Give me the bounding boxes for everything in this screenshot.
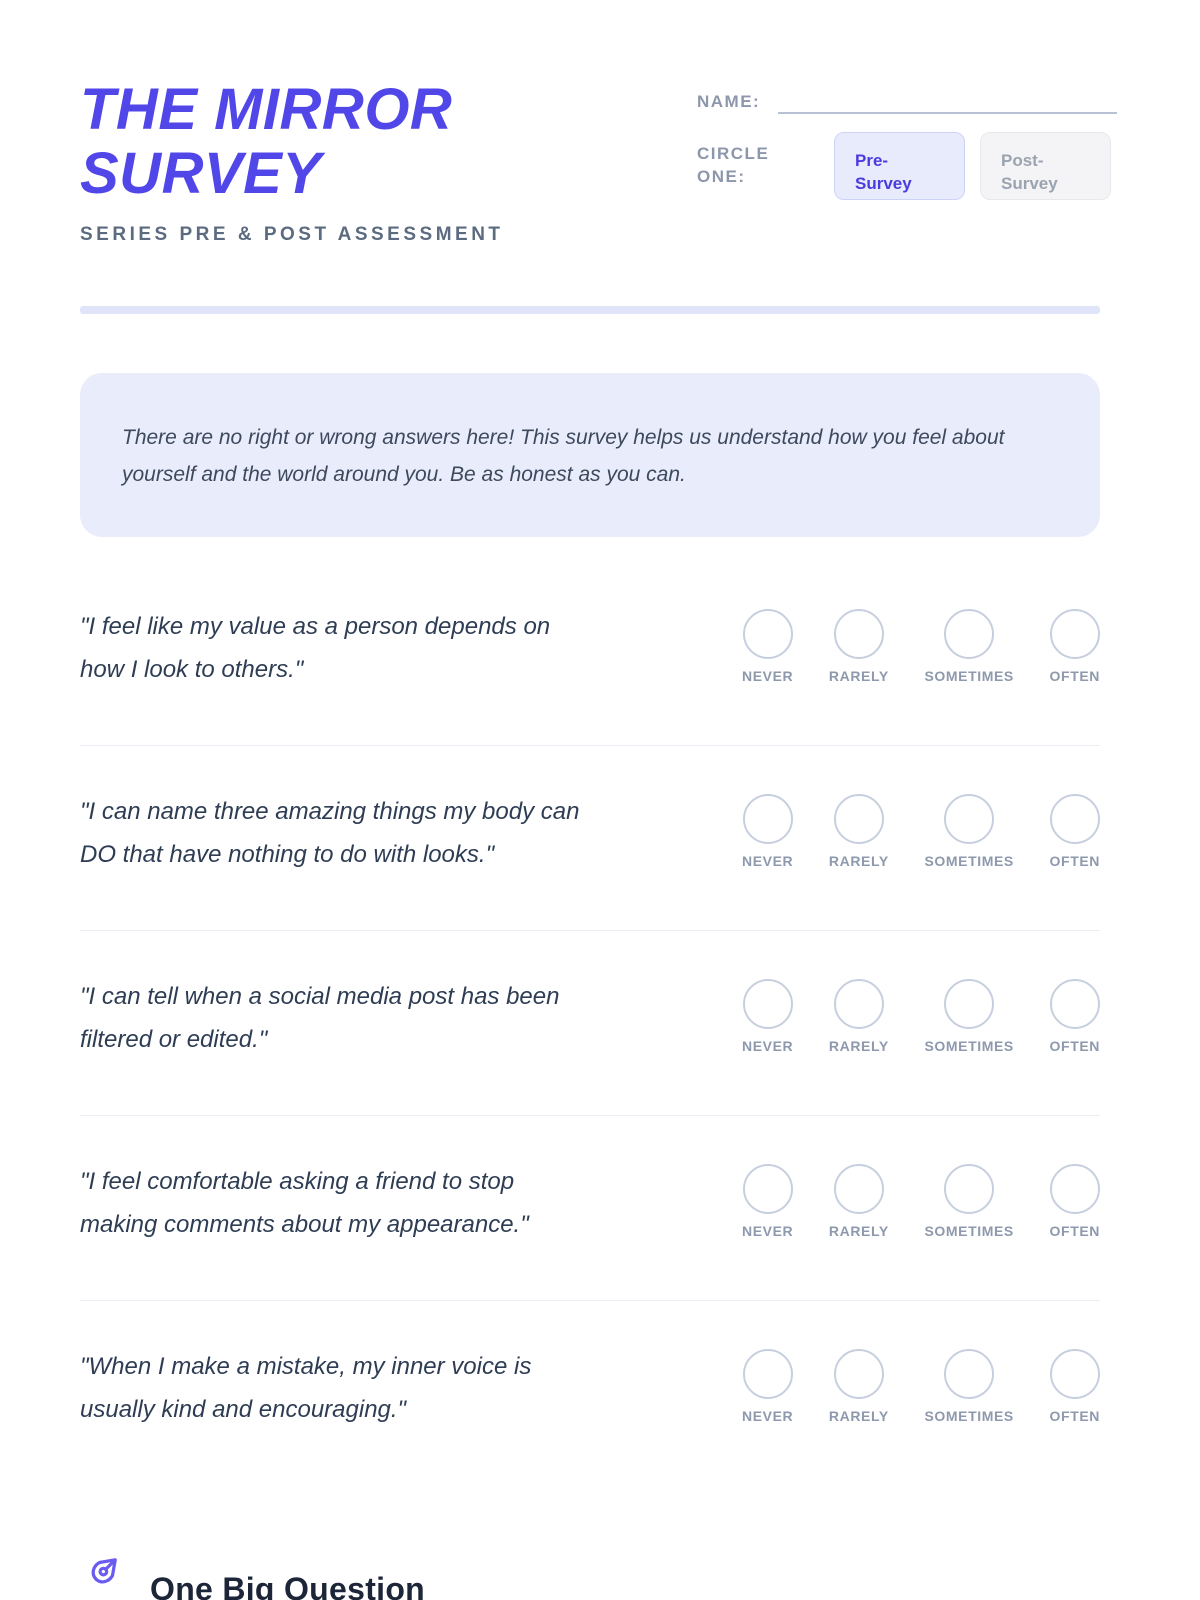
answer-label: NEVER (742, 667, 794, 684)
circle-one-label: CIRCLE ONE: (697, 144, 770, 186)
radio-circle-icon[interactable] (1049, 793, 1100, 844)
header-form-block: NAME: CIRCLE ONE: Pre- Survey Post- Surv… (697, 78, 1117, 246)
radio-circle-icon[interactable] (742, 978, 793, 1029)
answer-label: SOMETIMES (924, 1037, 1014, 1054)
question-row: "I can tell when a social media post has… (80, 931, 1100, 1116)
questions-list: "I feel like my value as a person depend… (80, 561, 1100, 1485)
name-field-row: NAME: (697, 88, 1117, 114)
answer-label: RARELY (828, 1037, 889, 1054)
answer-option[interactable]: SOMETIMES (924, 1163, 1014, 1239)
answer-label: OFTEN (1049, 1037, 1100, 1054)
accent-divider (80, 305, 1100, 314)
answer-option[interactable]: OFTEN (1049, 978, 1100, 1054)
answer-option[interactable]: NEVER (742, 1348, 794, 1424)
question-text: "I feel like my value as a person depend… (80, 612, 551, 683)
answer-label: NEVER (742, 852, 794, 869)
answer-label: OFTEN (1049, 1222, 1100, 1239)
answer-option[interactable]: RARELY (828, 1163, 889, 1239)
page-title-line1: THE MIRROR (80, 77, 453, 142)
question-row: "I can name three amazing things my body… (80, 746, 1100, 931)
answer-option[interactable]: OFTEN (1049, 1163, 1100, 1239)
radio-circle-icon[interactable] (833, 793, 884, 844)
answer-option[interactable]: NEVER (742, 978, 794, 1054)
question-options: NEVER RARELY SOMETIMES OFTEN (742, 978, 1100, 1054)
answer-label: RARELY (828, 1407, 889, 1424)
answer-option[interactable]: OFTEN (1049, 793, 1100, 869)
name-label: NAME: (697, 92, 761, 111)
answer-label: RARELY (828, 667, 889, 684)
intro-box: There are no right or wrong answers here… (80, 372, 1100, 537)
answer-option[interactable]: SOMETIMES (924, 1348, 1014, 1424)
answer-option[interactable]: RARELY (828, 978, 889, 1054)
answer-option[interactable]: RARELY (828, 1348, 889, 1424)
answer-label: NEVER (742, 1222, 794, 1239)
answer-option[interactable]: NEVER (742, 793, 794, 869)
radio-circle-icon[interactable] (944, 1163, 995, 1214)
post-survey-button[interactable]: Post- Survey (980, 132, 1111, 200)
radio-circle-icon[interactable] (1049, 1348, 1100, 1399)
question-options: NEVER RARELY SOMETIMES OFTEN (742, 608, 1100, 684)
answer-label: SOMETIMES (924, 667, 1014, 684)
one-big-question-section: One Big Question (80, 1549, 1117, 1600)
radio-circle-icon[interactable] (1049, 608, 1100, 659)
answer-label: OFTEN (1049, 852, 1100, 869)
intro-text: There are no right or wrong answers here… (122, 425, 1005, 486)
question-row: "I feel comfortable asking a friend to s… (80, 1116, 1100, 1301)
radio-circle-icon[interactable] (833, 978, 884, 1029)
question-row: "I feel like my value as a person depend… (80, 561, 1100, 746)
question-options: NEVER RARELY SOMETIMES OFTEN (742, 793, 1100, 869)
pre-survey-button[interactable]: Pre- Survey (834, 132, 965, 200)
header: THE MIRROR SURVEY SERIES PRE & POST ASSE… (80, 78, 1117, 246)
answer-label: NEVER (742, 1037, 794, 1054)
answer-option[interactable]: RARELY (828, 793, 889, 869)
radio-circle-icon[interactable] (742, 793, 793, 844)
answer-option[interactable]: RARELY (828, 608, 889, 684)
section-heading: One Big Question (150, 1570, 426, 1600)
answer-option[interactable]: NEVER (742, 1163, 794, 1239)
radio-circle-icon[interactable] (1049, 1163, 1100, 1214)
radio-circle-icon[interactable] (944, 1348, 995, 1399)
radio-circle-icon[interactable] (1049, 978, 1100, 1029)
answer-option[interactable]: SOMETIMES (924, 793, 1014, 869)
page-title-line2: SURVEY (80, 140, 322, 206)
answer-label: OFTEN (1049, 667, 1100, 684)
radio-circle-icon[interactable] (742, 1348, 793, 1399)
pen-nib-icon (91, 1557, 117, 1584)
answer-option[interactable]: SOMETIMES (924, 608, 1014, 684)
answer-label: SOMETIMES (924, 1407, 1014, 1424)
answer-label: NEVER (742, 1407, 794, 1424)
name-input[interactable] (778, 88, 1117, 114)
header-title-block: THE MIRROR SURVEY SERIES PRE & POST ASSE… (80, 78, 697, 246)
radio-circle-icon[interactable] (833, 1163, 884, 1214)
answer-label: OFTEN (1049, 1407, 1100, 1424)
survey-page: THE MIRROR SURVEY SERIES PRE & POST ASSE… (0, 78, 1200, 1600)
answer-label: SOMETIMES (924, 1222, 1014, 1239)
question-text: "I can name three amazing things my body… (80, 797, 580, 868)
radio-circle-icon[interactable] (944, 793, 995, 844)
radio-circle-icon[interactable] (742, 1163, 793, 1214)
radio-circle-icon[interactable] (742, 608, 793, 659)
question-text: "I feel comfortable asking a friend to s… (80, 1167, 529, 1238)
answer-option[interactable]: NEVER (742, 608, 794, 684)
radio-circle-icon[interactable] (944, 978, 995, 1029)
answer-option[interactable]: OFTEN (1049, 608, 1100, 684)
answer-label: RARELY (828, 1222, 889, 1239)
circle-one-row: CIRCLE ONE: Pre- Survey Post- Survey (697, 132, 1117, 200)
page-subtitle: SERIES PRE & POST ASSESSMENT (80, 223, 504, 245)
question-text: "I can tell when a social media post has… (80, 982, 560, 1053)
radio-circle-icon[interactable] (944, 608, 995, 659)
question-options: NEVER RARELY SOMETIMES OFTEN (742, 1163, 1100, 1239)
question-row: "When I make a mistake, my inner voice i… (80, 1301, 1100, 1485)
question-options: NEVER RARELY SOMETIMES OFTEN (742, 1348, 1100, 1424)
survey-type-choices: Pre- Survey Post- Survey (834, 132, 1111, 200)
question-text: "When I make a mistake, my inner voice i… (80, 1352, 532, 1423)
answer-option[interactable]: OFTEN (1049, 1348, 1100, 1424)
page-title: THE MIRROR SURVEY (80, 78, 697, 206)
answer-label: RARELY (828, 852, 889, 869)
answer-label: SOMETIMES (924, 852, 1014, 869)
answer-option[interactable]: SOMETIMES (924, 978, 1014, 1054)
radio-circle-icon[interactable] (833, 608, 884, 659)
radio-circle-icon[interactable] (833, 1348, 884, 1399)
